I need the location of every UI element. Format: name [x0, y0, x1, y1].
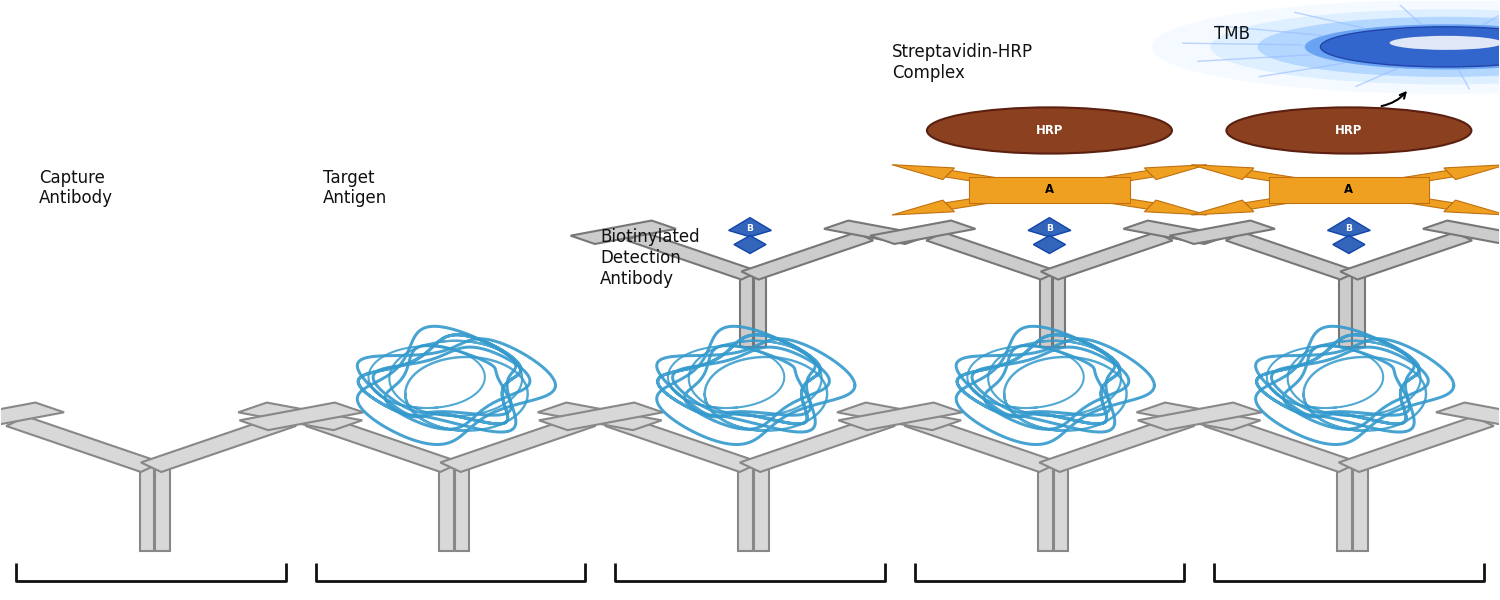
- Polygon shape: [1436, 403, 1500, 430]
- Ellipse shape: [1227, 107, 1472, 154]
- Polygon shape: [1138, 403, 1262, 430]
- Ellipse shape: [927, 107, 1172, 154]
- Polygon shape: [1144, 165, 1208, 179]
- Text: Target
Antigen: Target Antigen: [324, 169, 387, 208]
- Polygon shape: [1040, 416, 1194, 472]
- Polygon shape: [1053, 275, 1065, 347]
- Polygon shape: [156, 467, 170, 551]
- Polygon shape: [1204, 416, 1359, 472]
- Text: B: B: [1346, 224, 1353, 233]
- Polygon shape: [1245, 192, 1320, 209]
- Polygon shape: [440, 467, 453, 551]
- Text: B: B: [747, 224, 753, 233]
- Polygon shape: [538, 403, 663, 430]
- Polygon shape: [1028, 218, 1071, 237]
- Text: Capture
Antibody: Capture Antibody: [39, 169, 112, 208]
- Ellipse shape: [1305, 24, 1500, 70]
- Polygon shape: [1424, 221, 1500, 244]
- Polygon shape: [734, 236, 766, 253]
- Text: TMB: TMB: [1214, 25, 1249, 43]
- Polygon shape: [892, 200, 954, 215]
- Polygon shape: [1377, 192, 1454, 209]
- Polygon shape: [1338, 416, 1494, 472]
- Polygon shape: [1226, 232, 1358, 280]
- Polygon shape: [927, 232, 1058, 280]
- Polygon shape: [945, 192, 1022, 209]
- Polygon shape: [1328, 218, 1371, 237]
- Text: HRP: HRP: [1036, 124, 1064, 137]
- Polygon shape: [1053, 467, 1068, 551]
- Polygon shape: [740, 275, 753, 347]
- Text: B: B: [1046, 224, 1053, 233]
- Polygon shape: [1124, 221, 1228, 244]
- Ellipse shape: [1152, 0, 1500, 94]
- Polygon shape: [0, 403, 64, 430]
- Polygon shape: [969, 177, 1130, 203]
- Polygon shape: [140, 467, 154, 551]
- Polygon shape: [892, 165, 954, 179]
- Polygon shape: [441, 416, 596, 472]
- Polygon shape: [729, 218, 771, 237]
- Polygon shape: [870, 221, 975, 244]
- Polygon shape: [740, 416, 896, 472]
- Polygon shape: [1269, 177, 1430, 203]
- Polygon shape: [1034, 236, 1065, 253]
- Polygon shape: [454, 467, 470, 551]
- Polygon shape: [1040, 275, 1052, 347]
- Polygon shape: [238, 403, 362, 430]
- Text: HRP: HRP: [1335, 124, 1362, 137]
- Text: Biotinylated
Detection
Antibody: Biotinylated Detection Antibody: [600, 229, 700, 288]
- Polygon shape: [1191, 165, 1254, 179]
- Polygon shape: [141, 416, 296, 472]
- Polygon shape: [1144, 200, 1208, 215]
- Polygon shape: [306, 416, 460, 472]
- Polygon shape: [741, 232, 873, 280]
- Polygon shape: [824, 221, 930, 244]
- Polygon shape: [904, 416, 1059, 472]
- Polygon shape: [627, 232, 759, 280]
- Polygon shape: [1137, 403, 1260, 430]
- Polygon shape: [1041, 232, 1173, 280]
- Polygon shape: [837, 403, 962, 430]
- Polygon shape: [754, 467, 770, 551]
- Polygon shape: [738, 467, 753, 551]
- Polygon shape: [1353, 467, 1368, 551]
- Polygon shape: [839, 403, 963, 430]
- Polygon shape: [1338, 467, 1352, 551]
- Polygon shape: [1340, 275, 1352, 347]
- Polygon shape: [1038, 467, 1053, 551]
- Polygon shape: [240, 403, 363, 430]
- Ellipse shape: [1257, 17, 1500, 77]
- Polygon shape: [1078, 192, 1154, 209]
- Polygon shape: [1334, 236, 1365, 253]
- Polygon shape: [1444, 165, 1500, 179]
- Polygon shape: [537, 403, 662, 430]
- Polygon shape: [1444, 200, 1500, 215]
- Polygon shape: [1170, 221, 1275, 244]
- Ellipse shape: [1320, 27, 1500, 67]
- Polygon shape: [6, 416, 162, 472]
- Polygon shape: [604, 416, 760, 472]
- Polygon shape: [1078, 170, 1154, 188]
- Text: A: A: [1344, 184, 1353, 196]
- Polygon shape: [570, 221, 676, 244]
- Ellipse shape: [1210, 9, 1500, 85]
- Text: Streptavidin-HRP
Complex: Streptavidin-HRP Complex: [892, 43, 1034, 82]
- Polygon shape: [1353, 275, 1365, 347]
- Polygon shape: [1377, 170, 1454, 188]
- Polygon shape: [945, 170, 1022, 188]
- Polygon shape: [753, 275, 766, 347]
- Polygon shape: [1245, 170, 1320, 188]
- Polygon shape: [1340, 232, 1472, 280]
- Ellipse shape: [1389, 36, 1500, 50]
- Polygon shape: [1191, 200, 1254, 215]
- Text: A: A: [1046, 184, 1054, 196]
